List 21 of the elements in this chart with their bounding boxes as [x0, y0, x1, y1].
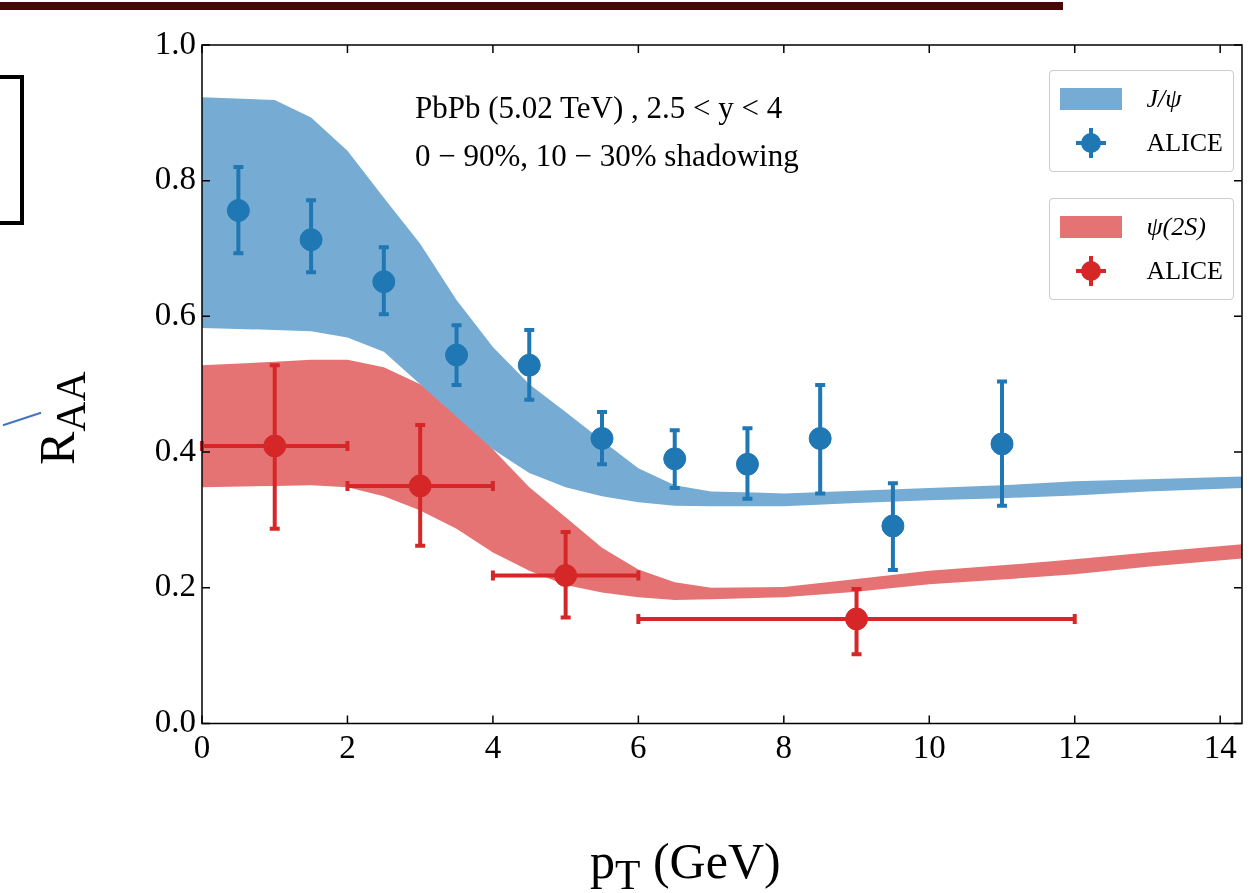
x-tick-label: 10: [912, 728, 946, 765]
x-tick-label: 4: [484, 728, 502, 765]
x-tick-label: 8: [775, 728, 793, 765]
x-tick-label: 2: [339, 728, 356, 765]
y-tick-label: 0.2: [154, 567, 196, 604]
y-tick-label: 0.4: [154, 431, 196, 468]
x-tick-label: 12: [1058, 728, 1092, 765]
x-tick-label: 0: [193, 728, 211, 765]
x-axis-title: p$_{T}$ (GeV): [590, 832, 781, 893]
annotation: 0 − 90%, 10 − 30% shadowing: [415, 138, 799, 174]
x-tick-label: 14: [1203, 728, 1237, 765]
annotation: PbPb (5.02 TeV) , 2.5 < y < 4: [415, 90, 783, 126]
legend-label: J/ψ: [1146, 84, 1182, 114]
x-tick-label: 6: [630, 728, 647, 765]
y-tick-label: 1.0: [154, 24, 196, 61]
legend-label: ALICE: [1146, 128, 1223, 158]
y-tick-label: 0.8: [154, 160, 196, 197]
legend-label: ALICE: [1146, 256, 1223, 286]
legend-label: ψ(2S): [1146, 212, 1206, 242]
y-tick-label: 0.6: [154, 296, 196, 333]
y-tick-label: 0.0: [154, 703, 196, 740]
